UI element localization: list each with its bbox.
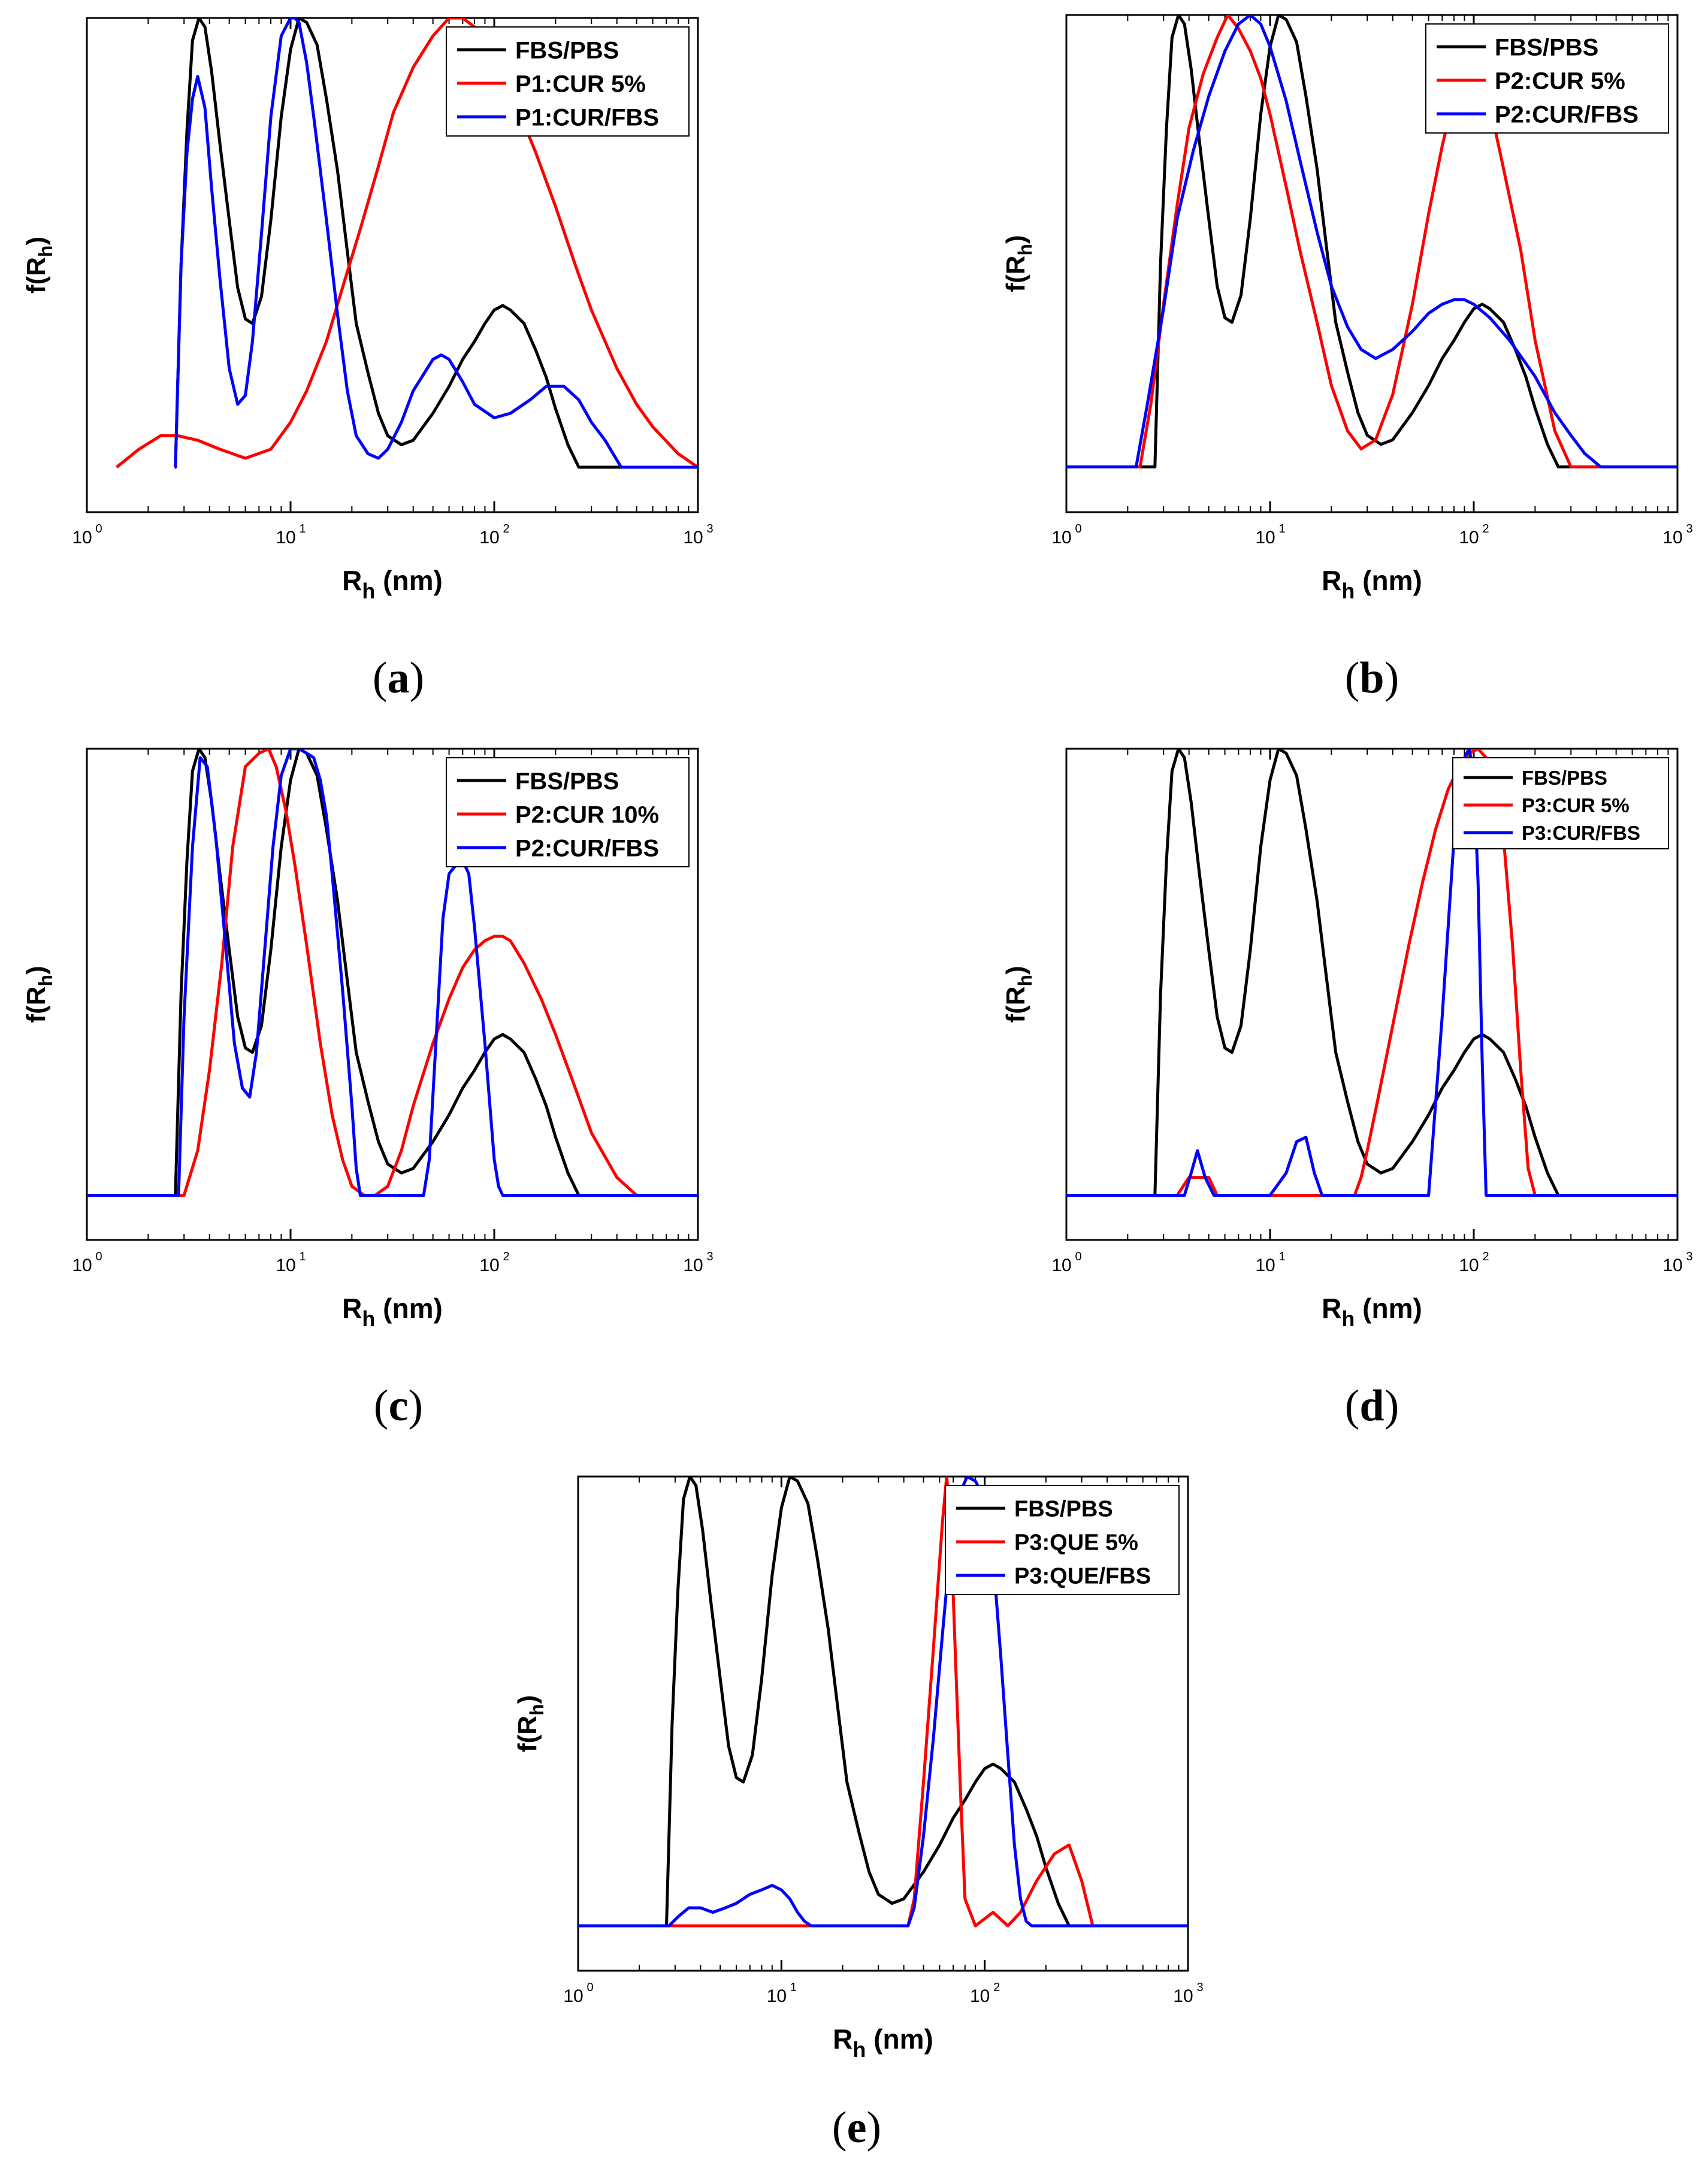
legend-label: FBS/PBS bbox=[515, 768, 619, 794]
x-tick-exponent: 3 bbox=[1196, 1981, 1203, 1994]
series-line-p3-que-5- bbox=[578, 1477, 1188, 1928]
x-tick-exponent: 1 bbox=[299, 1250, 306, 1263]
legend-label: P3:QUE/FBS bbox=[1014, 1564, 1151, 1589]
legend-label: P2:CUR 10% bbox=[515, 801, 659, 828]
x-tick-label: 10 bbox=[276, 528, 295, 547]
x-tick-label: 10 bbox=[683, 528, 703, 547]
x-tick-exponent: 1 bbox=[790, 1981, 797, 1994]
x-tick-exponent: 0 bbox=[1075, 522, 1081, 536]
plot-frame bbox=[577, 1475, 1189, 1972]
legend-label: P3:CUR 5% bbox=[1522, 794, 1630, 816]
series-line-p3-que-fbs bbox=[578, 1477, 1188, 1928]
series-line-fbs-pbs bbox=[1066, 749, 1677, 1197]
legend-label: FBS/PBS bbox=[1014, 1497, 1113, 1522]
x-tick-exponent: 0 bbox=[95, 522, 102, 536]
chart-panel-b: 10 0 10 1 10 2 10 3 Rh (nm) f(Rh) FBS/PBS P2:CUR 5%… bbox=[854, 0, 1708, 719]
legend-label: P2:CUR 5% bbox=[1495, 68, 1625, 94]
x-axis-label: Rh (nm) bbox=[342, 1293, 443, 1331]
x-tick-label: 10 bbox=[72, 1256, 92, 1275]
y-axis-label: f(Rh) bbox=[22, 237, 56, 294]
series-line-p1-cur-fbs bbox=[174, 18, 698, 469]
series-line-p2-cur-fbs bbox=[1066, 15, 1677, 468]
x-tick-exponent: 1 bbox=[299, 522, 306, 536]
legend-label: FBS/PBS bbox=[1522, 767, 1607, 789]
legend-label: P1:CUR/FBS bbox=[515, 104, 659, 131]
series-line-p1-cur-5- bbox=[116, 18, 698, 469]
x-tick-label: 10 bbox=[1173, 1986, 1193, 2006]
x-tick-label: 10 bbox=[276, 1256, 295, 1275]
plot-frame bbox=[86, 748, 699, 1241]
x-tick-label: 10 bbox=[683, 1256, 703, 1275]
x-tick-label: 10 bbox=[1051, 1256, 1071, 1275]
plot-frame bbox=[86, 17, 699, 513]
y-axis-label: f(Rh) bbox=[22, 966, 56, 1023]
x-axis-label: Rh (nm) bbox=[1322, 565, 1422, 603]
x-tick-label: 10 bbox=[479, 1256, 499, 1275]
caption-b: (b) bbox=[1344, 654, 1399, 703]
y-axis-label: f(Rh) bbox=[1001, 235, 1036, 292]
x-tick-exponent: 1 bbox=[1278, 522, 1285, 536]
x-tick-label: 10 bbox=[1459, 1256, 1479, 1275]
x-tick-exponent: 0 bbox=[1075, 1250, 1081, 1263]
x-tick-exponent: 2 bbox=[1482, 522, 1489, 536]
x-tick-exponent: 3 bbox=[1686, 522, 1692, 536]
chart-panel-a: 10 0 10 1 10 2 10 3 Rh (nm) f(Rh) FBS/PBS P1:CUR 5%… bbox=[0, 0, 854, 719]
legend-label: FBS/PBS bbox=[515, 37, 619, 63]
legend-label: P2:CUR/FBS bbox=[1495, 101, 1639, 128]
legend-label: P3:CUR/FBS bbox=[1522, 822, 1640, 844]
chart-panel-c: 10 0 10 1 10 2 10 3 Rh (nm) f(Rh) FBS/PBS P2:CUR 10… bbox=[0, 731, 854, 1450]
plot-frame bbox=[1065, 748, 1679, 1241]
x-tick-exponent: 0 bbox=[587, 1981, 593, 1994]
x-tick-label: 10 bbox=[1051, 528, 1071, 547]
x-tick-exponent: 3 bbox=[706, 522, 713, 536]
series-line-fbs-pbs bbox=[578, 1477, 1188, 1928]
x-tick-label: 10 bbox=[1662, 1256, 1682, 1275]
legend-box bbox=[1425, 23, 1669, 134]
x-tick-label: 10 bbox=[479, 528, 499, 547]
y-axis-label: f(Rh) bbox=[1001, 966, 1036, 1023]
x-tick-label: 10 bbox=[970, 1986, 990, 2006]
x-tick-label: 10 bbox=[767, 1986, 787, 2006]
x-tick-label: 10 bbox=[1255, 528, 1275, 547]
caption-e: (e) bbox=[832, 2103, 882, 2152]
y-axis-label: f(Rh) bbox=[513, 1695, 548, 1752]
x-tick-exponent: 3 bbox=[706, 1250, 713, 1263]
caption-d: (d) bbox=[1344, 1381, 1399, 1430]
x-tick-label: 10 bbox=[1459, 528, 1479, 547]
x-axis-label: Rh (nm) bbox=[1322, 1293, 1422, 1331]
x-tick-label: 10 bbox=[1255, 1256, 1275, 1275]
legend-label: FBS/PBS bbox=[1495, 34, 1598, 60]
x-tick-exponent: 2 bbox=[503, 522, 509, 536]
x-tick-exponent: 2 bbox=[503, 1250, 509, 1263]
caption-a: (a) bbox=[372, 654, 425, 703]
plot-frame bbox=[1065, 14, 1679, 513]
x-tick-exponent: 3 bbox=[1686, 1250, 1692, 1263]
x-tick-label: 10 bbox=[72, 528, 92, 547]
x-tick-exponent: 2 bbox=[993, 1981, 1000, 1994]
x-tick-label: 10 bbox=[1662, 528, 1682, 547]
x-tick-label: 10 bbox=[563, 1986, 583, 2006]
x-tick-exponent: 1 bbox=[1278, 1250, 1285, 1263]
x-tick-exponent: 2 bbox=[1482, 1250, 1489, 1263]
legend-label: P1:CUR 5% bbox=[515, 71, 646, 97]
chart-panel-d: 10 0 10 1 10 2 10 3 Rh (nm) f(Rh) FBS/PBS P3:CUR 5%… bbox=[854, 731, 1708, 1450]
x-axis-label: Rh (nm) bbox=[833, 2023, 933, 2062]
series-line-fbs-pbs bbox=[1066, 15, 1677, 468]
x-tick-exponent: 0 bbox=[95, 1250, 102, 1263]
series-line-fbs-pbs bbox=[174, 18, 698, 469]
legend-label: P3:QUE 5% bbox=[1014, 1530, 1138, 1556]
caption-c: (c) bbox=[373, 1381, 424, 1430]
x-axis-label: Rh (nm) bbox=[342, 565, 443, 603]
chart-panel-e: 10 0 10 1 10 2 10 3 Rh (nm) f(Rh) FBS/PBS P3:QUE 5%… bbox=[488, 1462, 1342, 2172]
series-line-p2-cur-10- bbox=[87, 749, 698, 1197]
legend-label: P2:CUR/FBS bbox=[515, 835, 659, 861]
